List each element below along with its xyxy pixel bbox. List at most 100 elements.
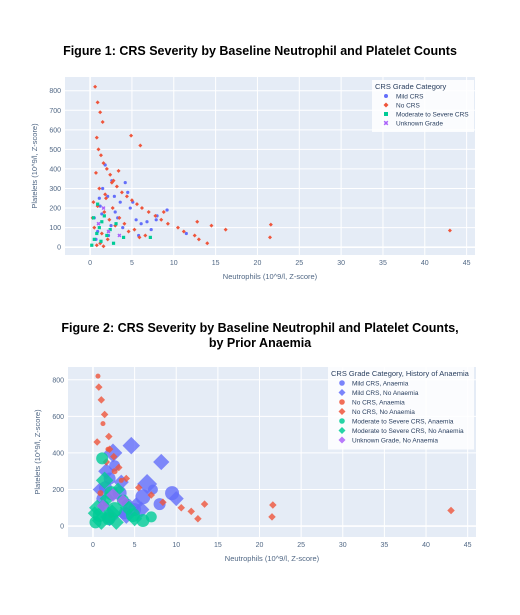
figure1-point [101, 206, 106, 211]
figure2-x-tick-label: 40 [422, 542, 430, 549]
figure1-point [192, 233, 197, 238]
figure1-x-tick-label: 40 [421, 260, 429, 267]
figure2-legend-marker [339, 418, 345, 424]
figure1-point [96, 202, 100, 206]
figure1-point [108, 172, 113, 177]
figure1-point [105, 237, 110, 242]
figure1-point [104, 166, 109, 171]
figure1-legend-marker [383, 102, 389, 108]
figure2-point [116, 494, 130, 507]
figure2-point [118, 477, 124, 483]
figure1-point [100, 220, 104, 224]
figure2-point [96, 452, 109, 465]
figure2-point [103, 443, 123, 463]
figure1-point [447, 228, 452, 233]
figure1-legend-marker [384, 112, 388, 116]
figure1-point [161, 209, 166, 214]
figure1-x-tick-label: 20 [254, 260, 262, 267]
figure2-point [187, 507, 195, 516]
figure1-point [154, 218, 158, 222]
figure1-point [145, 220, 149, 224]
figure1-legend-label: No CRS [396, 102, 421, 109]
figure2-x-tick-label: 25 [297, 542, 305, 549]
figure2-point [95, 471, 114, 490]
figure1-point [90, 243, 94, 247]
figure1-legend-label: Moderate to Severe CRS [396, 111, 469, 118]
figure2-y-tick-label: 400 [52, 450, 64, 457]
figure1-point [101, 244, 106, 249]
figure1-point [209, 223, 214, 228]
figure2-y-axis-title: Platelets (10^9/l, Z-score) [33, 409, 42, 495]
figure1-y-tick-label: 300 [49, 186, 61, 193]
figure2-legend-label: No CRS, Anaemia [352, 399, 405, 406]
figure1-point [175, 225, 180, 230]
figure1-point [117, 233, 122, 238]
figure2-point [103, 504, 121, 522]
figure2-title-line2: by Prior Anaemia [208, 336, 312, 350]
figure1-legend-marker [383, 120, 389, 126]
figure1-point [101, 161, 106, 166]
figure1-point [123, 181, 127, 185]
figure1-x-tick-label: 15 [212, 260, 220, 267]
figure1-point [126, 229, 131, 234]
figure2-point [106, 488, 120, 502]
figure2-point [96, 499, 110, 513]
figure1-point [205, 241, 210, 246]
figure2-point [200, 500, 209, 508]
figure1-legend: CRS Grade Category Mild CRS No CRS Moderate… [372, 80, 474, 132]
figure1-point [129, 133, 134, 138]
figure1-point [146, 209, 151, 214]
figure2-y-tick-label: 600 [52, 414, 64, 421]
figure1-point [92, 225, 97, 230]
figure1-x-tick-label: 35 [379, 260, 387, 267]
figure2-point [110, 452, 118, 461]
figure2-x-tick-label: 15 [214, 542, 222, 549]
figure1-x-tick-label: 25 [295, 260, 303, 267]
figure2-legend-marker [338, 427, 346, 434]
figure1-point [98, 110, 103, 115]
figure1-point [139, 222, 143, 226]
figure2-x-tick-label: 45 [464, 542, 472, 549]
figure1-y-axis-title: Platelets (10^9/l, Z-score) [30, 123, 39, 209]
figure1-y-tick-label: 400 [49, 166, 61, 173]
figure2-point [111, 468, 118, 475]
figure2-markers [87, 373, 455, 530]
figure2-point [95, 373, 101, 379]
figure1-x-tick-label: 30 [337, 260, 345, 267]
figure2-point [177, 504, 185, 512]
figure1-point [134, 218, 138, 222]
figure1-point [107, 217, 112, 222]
figure1-point [103, 192, 108, 197]
figure2-x-tick-label: 35 [381, 542, 389, 549]
figure1-legend-label: Mild CRS [396, 93, 424, 100]
figure2-x-tick-label: 10 [172, 542, 180, 549]
figure2-legend-marker [338, 389, 346, 396]
figure2-point [95, 383, 103, 391]
figure2-y-tick-label: 0 [60, 524, 64, 531]
figure1-point [143, 233, 148, 238]
figure2-point [93, 438, 101, 446]
figure1-point [92, 237, 96, 241]
figure1-point [165, 221, 170, 226]
figure2-point [268, 513, 276, 521]
figure1-point [94, 243, 99, 248]
figure1-y-tick-label: 800 [49, 88, 61, 95]
figure2-chart: 0 5 10 15 20 25 30 35 40 45 0 200 400 600 800 Neutrophi… [33, 367, 476, 563]
figure2-point [87, 506, 102, 521]
figure2-point [105, 445, 114, 454]
figure2-legend-box [328, 367, 474, 450]
figure2-legend-label: No CRS, No Anaemia [352, 409, 415, 416]
figure1-point [100, 119, 105, 124]
figure2-title: Figure 2: CRS Severity by Baseline Neutr… [0, 321, 520, 351]
figure1-point [98, 204, 102, 208]
figure1-point [223, 227, 228, 232]
figure1-point [118, 200, 122, 204]
figure1-point [148, 235, 152, 239]
figure1-point [184, 231, 188, 236]
figure2-x-tick-label: 0 [91, 542, 95, 549]
figure2-legend-marker [338, 436, 346, 444]
figure2-legend-title: CRS Grade Category, History of Anaemia [331, 369, 470, 378]
figure1-point [195, 219, 200, 224]
figure1-point [96, 221, 101, 226]
figure2-point [153, 453, 170, 471]
